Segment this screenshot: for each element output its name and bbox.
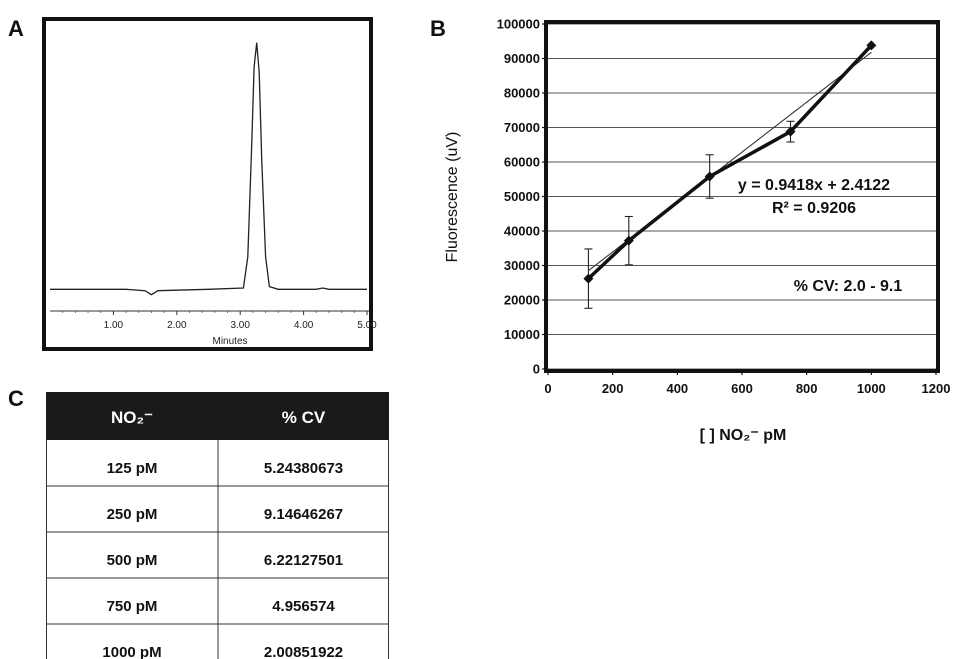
panel-b-x-tick-label: 1200 [922,381,951,396]
cv-range-label: % CV: 2.0 - 9.1 [794,278,903,295]
panel-b-error-bars [584,120,795,309]
panel-b-y-tick-label: 60000 [504,155,540,170]
table-cell: 9.14646267 [264,506,343,523]
table-header-bg [46,392,389,440]
panel-b-y-tick-label: 100000 [497,17,540,32]
table-cell: 750 pM [107,598,158,615]
panel-b-x-ticks: 0 200 400 600 800 1000 1200 [544,369,950,396]
panel-a-x-tick-label: 4.00 [294,320,314,331]
panel-b-y-ticks: 0 10000 20000 30000 40000 50000 60000 70000 8000… [497,17,548,377]
data-point-marker [866,40,877,51]
panel-a-x-tick-label: 1.00 [104,320,124,331]
cv-table: NO₂⁻ % CV 125 pM 5.24380673 250 pM 9.14646267… [46,392,389,659]
panel-b-points [583,40,877,284]
panel-b-y-tick-label: 40000 [504,224,540,239]
panel-b-y-tick-label: 50000 [504,189,540,204]
equation-label: y = 0.9418x + 2.4122 [738,177,890,194]
panel-b-gridlines [548,23,936,370]
table-cell: 2.00851922 [264,644,343,659]
panel-b-chart: 0100002000030000400005000060000700008000… [444,17,950,445]
panel-a-plot: 1.00 2.00 3.00 4.00 5.00 Minutes [50,42,377,347]
panel-b-y-tick-label: 20000 [504,293,540,308]
table-header-cell: % CV [282,408,326,427]
table-cell: 500 pM [107,552,158,569]
table-cell: 1000 pM [102,644,161,659]
table-body: NO₂⁻ % CV 125 pM 5.24380673 250 pM 9.14646267… [46,408,389,659]
panel-label-c: C [8,386,24,411]
panel-b-x-tick-label: 600 [731,381,753,396]
data-point-marker [623,235,634,246]
panel-b-y-tick-label: 90000 [504,51,540,66]
table-header-cell: NO₂⁻ [111,408,153,427]
data-point-marker [704,171,715,182]
panel-b-x-tick-label: 400 [666,381,688,396]
panel-b-y-tick-label: 80000 [504,86,540,101]
panel-b-y-tick-label: 0 [533,362,540,377]
chromatogram-trace [50,42,367,296]
panel-label-b: B [430,16,446,41]
panel-b-x-tick-label: 200 [602,381,624,396]
panel-b-y-tick-label: 10000 [504,327,540,342]
table-cell: 6.22127501 [264,552,343,569]
panel-b-x-tick-label: 1000 [857,381,886,396]
panel-a-x-tick-label: 5.00 [357,320,377,331]
panel-label-a: A [8,16,24,41]
data-point-marker [785,126,796,137]
table-cell: 125 pM [107,460,158,477]
panel-b-y-tick-label: 30000 [504,258,540,273]
panel-a-x-axis-title: Minutes [212,336,247,347]
table-cell: 4.956574 [272,598,335,615]
panel-a-ticks: 1.00 2.00 3.00 4.00 5.00 [62,311,377,331]
panel-b-y-tick-label: 70000 [504,120,540,135]
panel-b-x-axis-title: [ ] NO₂⁻ pM [700,427,787,444]
panel-b-x-tick-label: 800 [796,381,818,396]
table-cell: 5.24380673 [264,460,343,477]
data-point-marker [583,273,594,284]
panel-b-y-axis-title: Fluorescence (uV) [444,132,461,263]
panel-b-x-tick-label: 0 [544,381,551,396]
panel-a-x-tick-label: 2.00 [167,320,187,331]
r-squared-label: R² = 0.9206 [772,200,856,217]
panel-a-frame [42,17,373,351]
table-cell: 250 pM [107,506,158,523]
panel-a-x-tick-label: 3.00 [230,320,250,331]
